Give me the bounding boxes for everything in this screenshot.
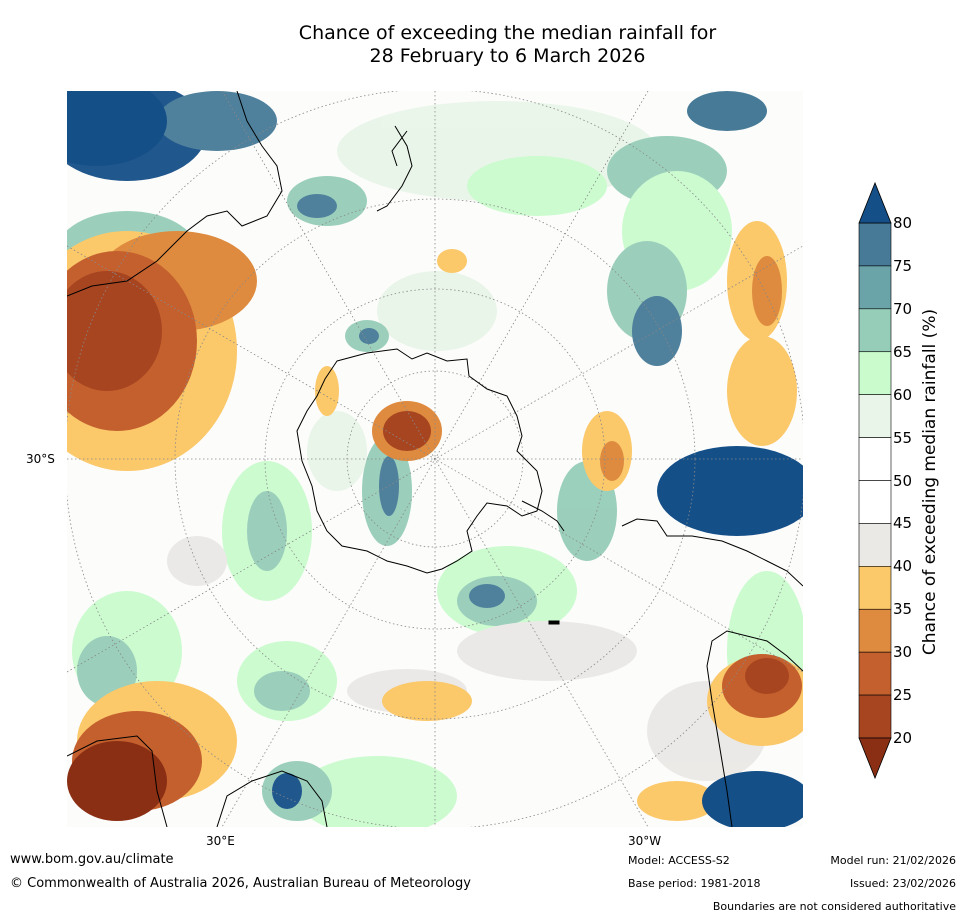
south-america-outline bbox=[621, 518, 803, 827]
antarctica-outline bbox=[296, 348, 543, 574]
model-text: Model: ACCESS-S2 bbox=[628, 854, 730, 867]
graticule bbox=[67, 91, 803, 827]
colorbar-tick-label: 55 bbox=[893, 428, 913, 447]
colorbar-band-55-60 bbox=[858, 394, 892, 438]
title-line-2: 28 February to 6 March 2026 bbox=[369, 45, 646, 67]
colorbar-tick-label: 45 bbox=[893, 514, 913, 533]
falkland-islands bbox=[548, 620, 560, 625]
colorbar-tick-label: 50 bbox=[893, 471, 913, 490]
colorbar-tick-label: 60 bbox=[893, 385, 913, 404]
colorbar-tick-label: 65 bbox=[893, 342, 913, 361]
website-link[interactable]: www.bom.gov.au/climate bbox=[10, 852, 174, 867]
rainfall-map bbox=[67, 91, 803, 827]
colorbar-tick-label: 35 bbox=[893, 600, 913, 619]
title-line-1: Chance of exceeding the median rainfall … bbox=[298, 22, 717, 44]
colorbar-band-20-25 bbox=[858, 694, 892, 739]
new-zealand-outline bbox=[376, 125, 413, 212]
africa-outline bbox=[67, 735, 328, 827]
colorbar-band-65-70 bbox=[858, 308, 892, 353]
chart-title: Chance of exceeding the median rainfall … bbox=[0, 22, 965, 68]
australia-outline bbox=[67, 91, 283, 297]
wet-regions bbox=[67, 91, 803, 827]
colorbar-title: Chance of exceeding median rainfall (%) bbox=[920, 308, 940, 656]
colorbar-band-45-50 bbox=[858, 480, 892, 524]
base-period-text: Base period: 1981-2018 bbox=[628, 877, 761, 890]
colorbar-tick-label: 20 bbox=[893, 729, 913, 747]
colorbar-tick-label: 75 bbox=[893, 256, 913, 275]
colorbar-tick-label: 30 bbox=[893, 643, 913, 662]
colorbar bbox=[858, 181, 892, 780]
colorbar-band-50-55 bbox=[858, 437, 892, 481]
colorbar-arrow-top bbox=[858, 181, 892, 224]
colorbar-tick-label: 25 bbox=[893, 686, 913, 705]
colorbar-bands bbox=[858, 222, 892, 739]
map-svg bbox=[67, 91, 803, 827]
colorbar-band-30-35 bbox=[858, 608, 892, 653]
lon-label-30w: 30°W bbox=[628, 834, 662, 848]
colorbar-band-40-45 bbox=[858, 523, 892, 567]
disclaimer-text: Boundaries are not considered authoritat… bbox=[712, 900, 956, 913]
colorbar-band-60-65 bbox=[858, 351, 892, 395]
colorbar-band-75-80 bbox=[858, 222, 892, 267]
dry-regions bbox=[67, 221, 803, 821]
colorbar-arrow-bottom bbox=[858, 737, 892, 780]
model-run-text: Model run: 21/02/2026 bbox=[830, 854, 956, 867]
colorbar-band-35-40 bbox=[858, 566, 892, 610]
colorbar-band-25-30 bbox=[858, 651, 892, 696]
colorbar-tick-label: 70 bbox=[893, 299, 913, 318]
colorbar-tick-label: 80 bbox=[893, 214, 913, 232]
lat-label-30s: 30°S bbox=[26, 452, 55, 466]
colorbar-tick-label: 40 bbox=[893, 557, 913, 576]
antarctic-peninsula bbox=[521, 500, 565, 532]
issued-text: Issued: 23/02/2026 bbox=[849, 877, 956, 890]
lon-label-30e: 30°E bbox=[206, 834, 235, 848]
copyright-text: © Commonwealth of Australia 2026, Austra… bbox=[10, 876, 471, 891]
colorbar-band-70-75 bbox=[858, 265, 892, 310]
